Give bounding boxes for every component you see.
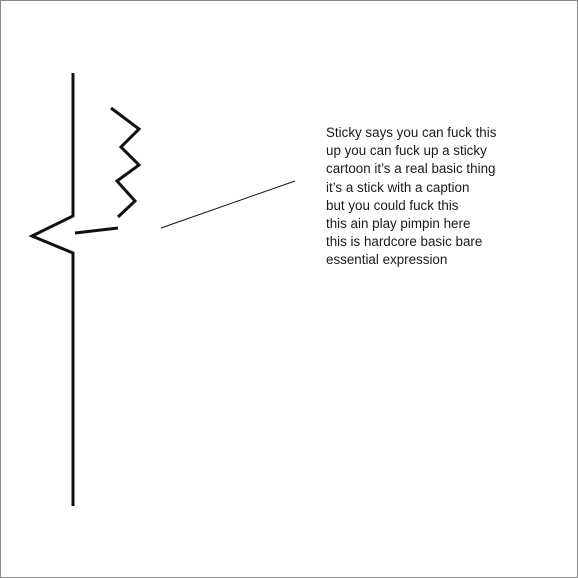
zigzag-squiggle bbox=[110, 106, 142, 219]
caption-line: Sticky says you can fuck this bbox=[326, 125, 497, 140]
caption-text: Sticky says you can fuck this up you can… bbox=[326, 124, 566, 270]
caption-line: this is hardcore basic bare bbox=[326, 234, 483, 250]
caption-line: essential expression bbox=[326, 252, 448, 268]
stick-figure-mouth bbox=[74, 226, 119, 235]
stick-figure-body bbox=[28, 73, 75, 506]
caption-pointer-line bbox=[160, 180, 296, 229]
caption-line: cartoon it’s a real basic thing bbox=[326, 161, 496, 177]
caption-line: up you can fuck up a sticky bbox=[326, 143, 487, 159]
caption-line: but you could fuck this bbox=[326, 197, 459, 213]
caption-line: this ain play pimpin here bbox=[326, 216, 471, 232]
caption-line: it’s a stick with a caption bbox=[326, 179, 470, 195]
